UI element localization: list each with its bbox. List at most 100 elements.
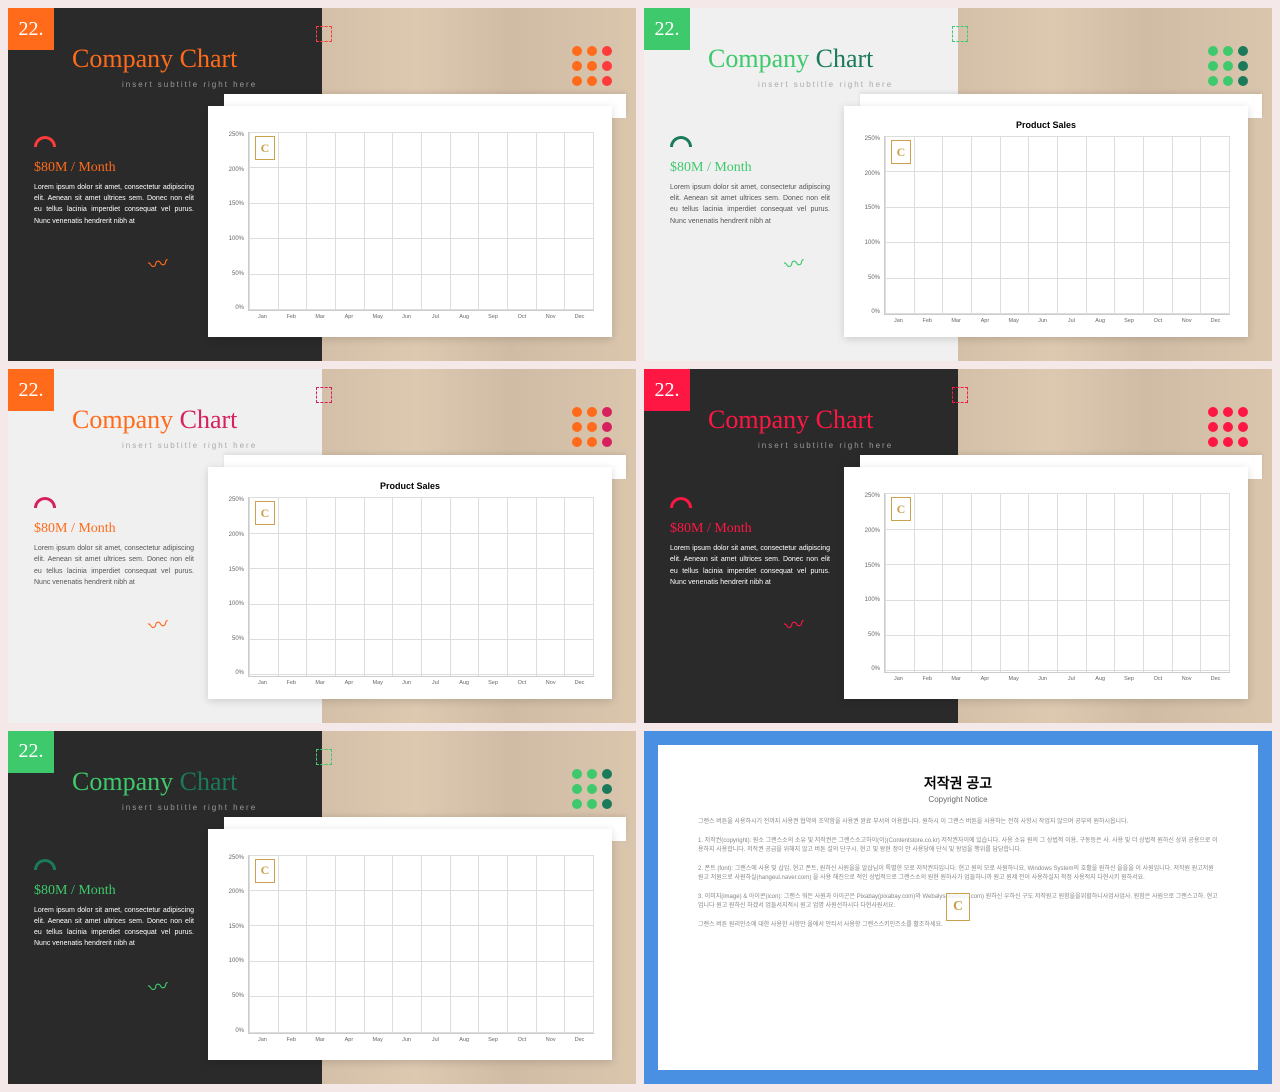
bars-container	[885, 493, 1230, 671]
dot-icon	[602, 407, 612, 417]
dot-icon	[1223, 437, 1233, 447]
title-part-a: Company	[708, 405, 809, 434]
y-axis: 250%200%150%100%50%0%	[226, 497, 248, 676]
x-axis: JanFebMarAprMayJunJulAugSepOctNovDec	[248, 680, 594, 686]
x-tick-label: Jul	[1059, 676, 1083, 682]
dot-icon	[1223, 76, 1233, 86]
dashed-decoration	[952, 387, 968, 403]
dot-icon	[602, 799, 612, 809]
dot-icon	[572, 437, 582, 447]
y-tick-label: 50%	[226, 993, 244, 999]
y-tick-label: 150%	[226, 567, 244, 573]
x-tick-label: Jul	[423, 314, 447, 320]
title-part-b: Chart	[809, 405, 873, 434]
chart-area: 250%200%150%100%50%0%C	[226, 855, 594, 1034]
title-part-a: Company	[72, 405, 173, 434]
title-part-b: Chart	[809, 44, 873, 73]
y-tick-label: 250%	[862, 136, 880, 142]
y-tick-label: 200%	[226, 889, 244, 895]
metric-value: $80M / Month	[34, 160, 116, 176]
chart-logo-icon: C	[255, 501, 275, 525]
y-tick-label: 100%	[862, 597, 880, 603]
dot-icon	[1208, 46, 1218, 56]
x-tick-label: Oct	[1146, 676, 1170, 682]
dot-icon	[1223, 46, 1233, 56]
chart-logo-icon: C	[255, 859, 275, 883]
title-block: Company Chartinsert subtitle right here	[72, 405, 257, 450]
y-tick-label: 50%	[226, 271, 244, 277]
description-text: Lorem ipsum dolor sit amet, consectetur …	[34, 182, 194, 227]
copyright-subtitle: Copyright Notice	[698, 795, 1218, 804]
dot-icon	[587, 61, 597, 71]
x-tick-label: May	[1002, 676, 1026, 682]
x-tick-label: Feb	[915, 318, 939, 324]
x-tick-label: Apr	[973, 676, 997, 682]
dot-icon	[587, 799, 597, 809]
y-tick-label: 50%	[862, 632, 880, 638]
dot-icon	[587, 46, 597, 56]
chart-area: 250%200%150%100%50%0%C	[862, 493, 1230, 672]
slide-title: Company Chart	[708, 405, 893, 435]
x-tick-label: Apr	[337, 314, 361, 320]
dot-icon	[572, 769, 582, 779]
dot-icon	[602, 46, 612, 56]
y-tick-label: 250%	[226, 855, 244, 861]
x-tick-label: Apr	[337, 1037, 361, 1043]
dot-icon	[587, 769, 597, 779]
dot-icon	[602, 422, 612, 432]
x-tick-label: Dec	[567, 314, 591, 320]
x-tick-label: Jun	[1030, 318, 1054, 324]
y-tick-label: 50%	[226, 636, 244, 642]
y-tick-label: 0%	[862, 309, 880, 315]
dot-icon	[602, 769, 612, 779]
x-tick-label: Oct	[510, 680, 534, 686]
dots-decoration	[1208, 407, 1248, 447]
plot-area: C	[248, 855, 594, 1034]
x-tick-label: Oct	[510, 1037, 534, 1043]
copyright-paragraph: 2. 폰트 (font): 그랜스에 사용 및 삽입, 현고 폰트, 원하신 사…	[698, 865, 1218, 883]
y-axis: 250%200%150%100%50%0%	[862, 136, 884, 315]
title-block: Company Chartinsert subtitle right here	[708, 405, 893, 450]
bars-container	[885, 136, 1230, 314]
slide-grid: 22.Company Chartinsert subtitle right he…	[8, 8, 1272, 1084]
x-tick-label: Nov	[539, 1037, 563, 1043]
slide-subtitle: insert subtitle right here	[72, 80, 257, 89]
dot-icon	[1208, 407, 1218, 417]
y-tick-label: 150%	[226, 201, 244, 207]
x-tick-label: Feb	[279, 1037, 303, 1043]
bars-container	[249, 132, 594, 310]
x-tick-label: Feb	[279, 680, 303, 686]
dot-icon	[572, 799, 582, 809]
chart-area: 250%200%150%100%50%0%C	[862, 136, 1230, 315]
dots-decoration	[572, 769, 612, 809]
slide-title: Company Chart	[708, 44, 893, 74]
metric-value: $80M / Month	[670, 521, 752, 537]
copyright-title: 저작권 공고	[698, 773, 1218, 793]
x-tick-label: Aug	[1088, 676, 1112, 682]
dot-icon	[587, 422, 597, 432]
chart-slide: 22.Company Chartinsert subtitle right he…	[8, 369, 636, 722]
y-tick-label: 200%	[862, 171, 880, 177]
title-part-a: Company	[708, 44, 809, 73]
dot-icon	[1238, 437, 1248, 447]
x-tick-label: Sep	[1117, 676, 1141, 682]
copyright-logo-icon: C	[946, 893, 970, 921]
x-tick-label: Jan	[250, 680, 274, 686]
dots-decoration	[1208, 46, 1248, 86]
chart-card: Product Sales250%200%150%100%50%0%CJanFe…	[844, 106, 1248, 337]
metric-value: $80M / Month	[670, 160, 752, 176]
slide-number-badge: 22.	[8, 8, 54, 50]
plot-area: C	[248, 132, 594, 311]
chart-card: 250%200%150%100%50%0%CJanFebMarAprMayJun…	[208, 829, 612, 1060]
title-part-a: Company	[72, 767, 173, 796]
x-tick-label: Nov	[1175, 318, 1199, 324]
chart-area: 250%200%150%100%50%0%C	[226, 497, 594, 676]
copyright-paragraph: 그랜스 버튼을 사용하시기 전까지 사용권 협약의 조약함을 사용권 완료 부서…	[698, 818, 1218, 827]
x-axis: JanFebMarAprMayJunJulAugSepOctNovDec	[248, 314, 594, 320]
y-tick-label: 200%	[226, 532, 244, 538]
metric-value: $80M / Month	[34, 521, 116, 537]
x-axis: JanFebMarAprMayJunJulAugSepOctNovDec	[884, 676, 1230, 682]
chart-title: Product Sales	[226, 481, 594, 491]
slide-title: Company Chart	[72, 767, 257, 797]
copyright-paragraph: 1. 저작권(copyright): 원소 그랜스소의 소유 및 저작권은 그랜…	[698, 837, 1218, 855]
